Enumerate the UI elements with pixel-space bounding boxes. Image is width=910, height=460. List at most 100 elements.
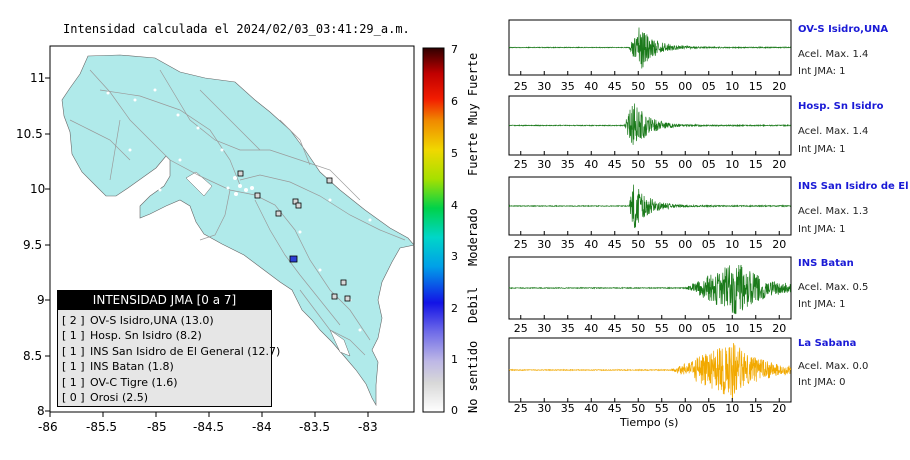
legend-text: OV-C Tigre (1.6) [90,375,178,389]
waveform-tick-label: 50 [631,402,646,415]
legend-bracket: [ 1 ] [62,329,85,343]
waveform-tick-label: 00 [678,402,693,415]
station-jma: Int JMA: 1 [798,144,846,155]
map-x-tick: -83 [358,420,378,434]
legend-item: [ 1 ] OV-C Tigre (1.6) [62,375,280,390]
map-y-tick: 9.5 [23,238,43,252]
costa-rica-land [61,54,415,407]
road-network [69,69,406,356]
waveform-trace [508,264,791,315]
waveform-tick-label: 50 [631,158,646,171]
waveform-tick-label: 40 [584,402,599,415]
station-marker [295,202,302,209]
gulf-of-nicoya [185,171,213,197]
colorbar-tick: 7 [451,43,458,56]
station-name: Hosp. Sn Isidro [798,101,884,112]
legend-item: [ 1 ] INS Batan (1.8) [62,359,280,374]
map-title: Intensidad calculada el 2024/02/03_03:41… [63,22,410,36]
legend-text: INS San Isidro de El General (12.7) [90,344,281,358]
waveform-tick-label: 45 [607,322,622,335]
waveform-tick-label: 30 [537,402,552,415]
legend-item: [ 1 ] INS San Isidro de El General (12.7) [62,344,280,359]
station-marker [237,170,244,177]
waveform-trace [508,184,791,229]
legend-bracket: [ 1 ] [62,375,85,389]
waveform-tick-label: 10 [725,322,740,335]
station-marker [340,279,347,286]
legend-item: [ 0 ] Orosi (2.5) [62,390,280,405]
waveform-tick-label: 25 [513,402,528,415]
station-marker [344,295,351,302]
legend-text: INS Batan (1.8) [90,360,174,374]
waveform-tick-label: 30 [537,80,552,93]
settlement-markers [106,88,372,332]
station-marker [331,293,338,300]
legend-bracket: [ 0 ] [62,391,85,405]
station-marker [254,192,261,199]
map-x-tick: -84 [252,420,272,434]
colorbar-tick: 1 [451,353,458,366]
colorbar-tick: 2 [451,302,458,315]
legend-list: [ 2 ] OV-S Isidro,UNA (13.0) [ 1 ] Hosp. S… [62,313,280,405]
station-jma: Int JMA: 1 [798,66,846,77]
waveform-tick-label: 50 [631,80,646,93]
map-y-tick: 9 [37,293,45,307]
station-accel: Acel. Max. 1.3 [798,206,869,217]
station-accel: Acel. Max. 0.0 [798,361,869,372]
waveform-tick-label: 05 [701,238,716,251]
waveform-tick-label: 25 [513,322,528,335]
station-jma: Int JMA: 0 [798,377,846,388]
waveform-tick-label: 20 [772,238,787,251]
map-y-tick: 8.5 [23,349,43,363]
waveform-tick-label: 45 [607,238,622,251]
waveform-tick-label: 50 [631,322,646,335]
colorbar-category: Fuerte [466,132,480,176]
waveform-tick-label: 15 [748,80,763,93]
waveform-traces [508,27,792,402]
golfo-dulce [329,329,351,357]
colorbar-tick: 6 [451,95,458,108]
waveform-tick-label: 45 [607,402,622,415]
station-marker [326,177,333,184]
waveform-tick-label: 35 [560,402,575,415]
waveform-tick-label: 20 [772,158,787,171]
waveform-tick-label: 05 [701,322,716,335]
waveform-tick-label: 35 [560,158,575,171]
legend-title: INTENSIDAD JMA [0 a 7] [58,291,271,310]
waveform-tick-label: 55 [654,238,669,251]
legend-bracket: [ 1 ] [62,360,85,374]
legend-text: Orosi (2.5) [90,391,149,405]
legend-bracket: [ 1 ] [62,344,85,358]
map-y-tick: 8 [37,404,45,418]
colorbar-category: Moderado [466,208,480,266]
waveform-trace [508,343,792,399]
colorbar-category: Debil [466,286,480,323]
colorbar-tick: 3 [451,250,458,263]
colorbar-tick: 0 [451,404,458,417]
station-markers [237,170,351,302]
station-jma: Int JMA: 1 [798,224,846,235]
intensity-legend: INTENSIDAD JMA [0 a 7] [ 2 ] OV-S Isidro,… [57,290,280,407]
station-accel: Acel. Max. 0.5 [798,282,869,293]
waveform-tick-label: 40 [584,322,599,335]
station-marker [292,198,299,205]
waveform-tick-label: 35 [560,238,575,251]
waveform-tick-label: 55 [654,402,669,415]
waveform-tick-label: 20 [772,80,787,93]
legend-text: Hosp. Sn Isidro (8.2) [90,329,202,343]
station-jma: Int JMA: 1 [798,299,846,310]
waveform-tick-label: 35 [560,322,575,335]
colorbar-tick: 5 [451,147,458,160]
legend-item: [ 2 ] OV-S Isidro,UNA (13.0) [62,313,280,328]
map-x-tick: -84.5 [193,420,225,434]
waveform-tick-label: 15 [748,402,763,415]
waveform-tick-label: 55 [654,80,669,93]
waveform-tick-label: 05 [701,402,716,415]
waveform-tick-label: 40 [584,238,599,251]
station-name: INS Batan [798,258,854,269]
waveform-tick-label: 50 [631,238,646,251]
station-name: La Sabana [798,338,857,349]
waveform-tick-label: 55 [654,158,669,171]
station-accel: Acel. Max. 1.4 [798,49,869,60]
